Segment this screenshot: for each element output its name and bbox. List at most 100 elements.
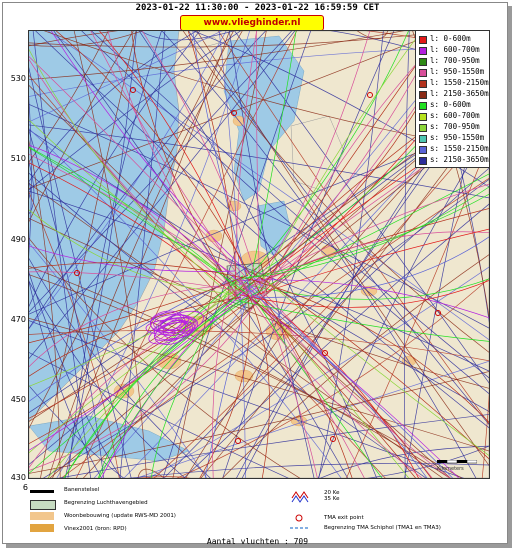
flight-track [240,280,489,308]
legend-swatch [419,146,427,154]
legend-item: l: 1550-2150m [419,78,489,88]
flight-track [259,295,419,478]
legend-label: l: 0-600m [430,34,471,43]
flight-track [161,31,477,478]
flight-track [237,275,428,478]
key-label: Begrenzing TMA Schiphol (TMA1 en TMA3) [324,525,441,531]
time-range-title: 2023-01-22 11:30:00 - 2023-01-22 16:59:5… [135,3,380,13]
flight-track [366,445,489,478]
flight-track [29,31,119,47]
flight-track [67,31,162,478]
flight-track [222,31,395,478]
flight-track [242,186,489,279]
flight-track [29,31,223,123]
flight-track [29,31,293,313]
holding-pattern [150,312,183,332]
flight-track [29,31,296,359]
legend-label: l: 1550-2150m [430,78,489,87]
flight-track [29,162,239,299]
flight-track [29,153,235,276]
exit-point-icon [295,514,303,522]
flight-track [481,392,489,478]
flight-track [222,254,489,478]
flight-track [138,476,191,478]
flight-track [29,278,258,474]
flight-track [29,280,186,478]
flight-track [234,31,257,300]
key-label: Banenstelsel [64,487,100,493]
flight-track [183,203,489,478]
flight-track [91,31,489,379]
flight-track [47,271,251,478]
flight-track [29,265,451,478]
flight-track [29,74,386,478]
legend-swatch [419,91,427,99]
flight-track [253,231,489,287]
legend-label: l: 2150-3650m [430,89,489,98]
y-tick-label: 430 [10,473,26,482]
flight-track [29,128,342,478]
urban-swatch [30,512,54,520]
flight-track [29,280,102,478]
flight-track-map[interactable] [28,30,490,479]
flight-track [29,283,253,368]
flight-count: Aantal vluchten : 709 [206,537,309,546]
legend-label: s: 2150-3650m [430,155,489,164]
flight-track [259,183,489,283]
y-tick-label: 530 [10,74,26,83]
flight-track [241,292,460,478]
flight-track [29,31,134,223]
flight-track [29,330,489,362]
key-label: TMA exit point [324,515,364,521]
legend-swatch [419,36,427,44]
flight-track [29,147,248,294]
legend-label: s: 950-1550m [430,133,485,142]
flight-track [234,31,489,384]
flight-track [29,286,258,451]
flight-track [29,48,235,299]
flight-track [29,103,489,329]
flight-track [29,31,267,329]
flight-track [29,271,247,293]
flight-track [255,290,365,478]
legend-swatch [419,102,427,110]
legend-swatch [419,47,427,55]
flight-track [29,161,35,215]
legend-item: s: 950-1550m [419,133,489,143]
flight-track [247,31,297,294]
holding-pattern [153,317,187,341]
flight-track [131,31,236,294]
airport-swatch [30,500,56,510]
legend-label: l: 950-1550m [430,67,485,76]
y-tick-label: 510 [10,154,26,163]
y-tick-label: 450 [10,395,26,404]
legend-swatch [419,80,427,88]
flight-track [127,463,489,478]
flight-track [218,31,246,478]
legend-swatch [419,157,427,165]
flight-track [251,272,489,460]
flight-track [237,279,489,319]
key-label: Vinex2001 (bron: RPD) [64,526,127,532]
flight-track [63,275,244,478]
flight-track [240,281,454,478]
flight-track [196,31,489,467]
flight-track [29,96,32,257]
flight-track [29,385,125,478]
map-canvas [29,31,489,478]
flight-track [29,58,241,296]
legend-item: l: 600-700m [419,45,489,55]
flight-track [263,173,489,288]
flight-track [245,193,489,279]
vinex-swatch [30,524,54,532]
flight-track [236,300,489,342]
legend-item: l: 0-600m [419,34,489,44]
key-label: Woonbebouwing (update RWS-MD 2001) [64,513,176,519]
site-link[interactable]: www.vlieghinder.nl [180,15,324,31]
flight-track [32,31,92,478]
flight-track [29,31,143,47]
flight-track [319,445,489,478]
flight-track [29,217,489,389]
flight-track [163,167,489,478]
flight-track [29,124,489,199]
